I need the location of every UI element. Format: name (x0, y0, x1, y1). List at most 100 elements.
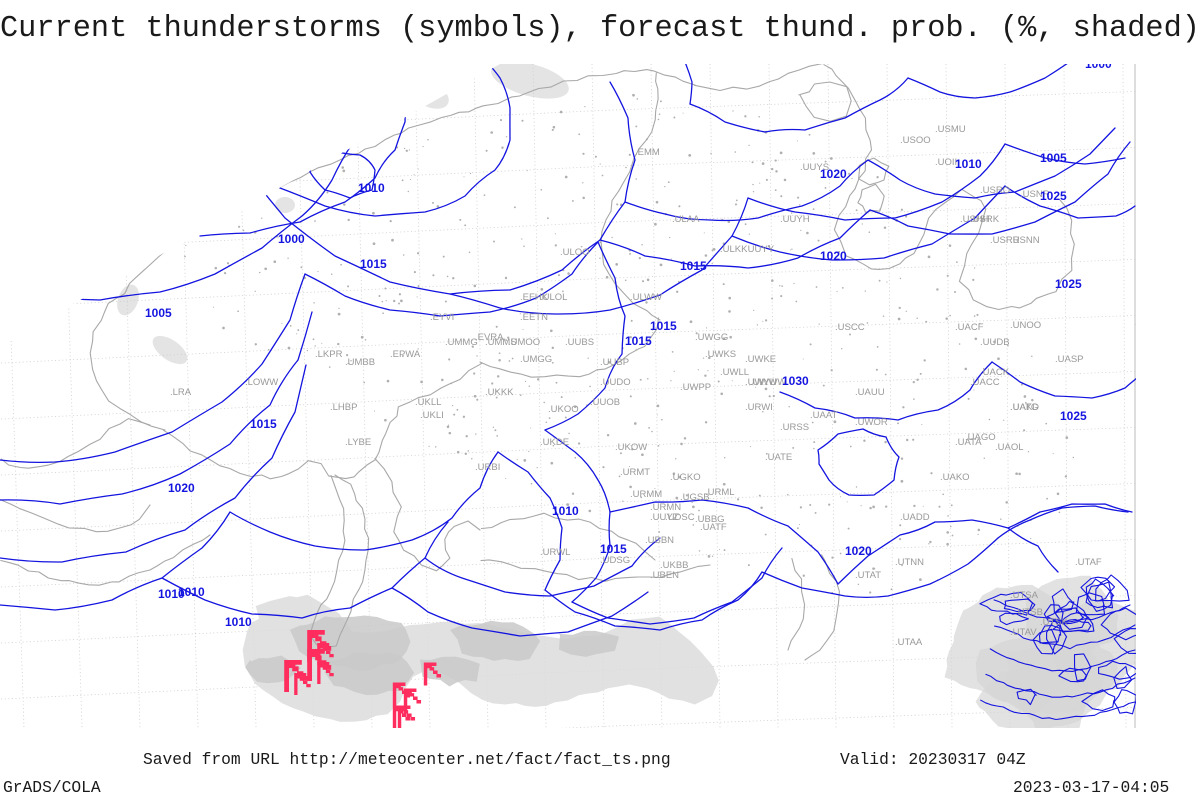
svg-text:.UWPP: .UWPP (680, 382, 711, 393)
svg-text:.UTAT: .UTAT (855, 570, 881, 581)
svg-text:.URWI: .URWI (745, 402, 773, 413)
svg-text:.URMT: .URMT (620, 467, 650, 478)
svg-text:.UUYH: .UUYH (780, 214, 810, 225)
svg-text:.UTNN: .UTNN (895, 557, 924, 568)
svg-text:.URWL: .URWL (540, 547, 570, 558)
svg-text:.UUBP: .UUBP (600, 357, 629, 368)
svg-text:.UMGG: .UMGG (520, 354, 552, 365)
svg-text:.ULWW: .ULWW (630, 292, 662, 303)
svg-text:.URMM: .URMM (630, 489, 662, 500)
svg-text:1010: 1010 (552, 504, 579, 518)
svg-text:1010: 1010 (225, 615, 252, 629)
svg-text:.UWKS: .UWKS (705, 349, 736, 360)
svg-text:.UUBS: .UUBS (565, 337, 594, 348)
svg-text:.EPWA: .EPWA (390, 349, 421, 360)
svg-text:.UWGG: .UWGG (695, 332, 728, 343)
svg-text:.URBI: .URBI (475, 462, 500, 473)
svg-text:1020: 1020 (845, 544, 872, 558)
svg-text:1020: 1020 (820, 167, 847, 181)
svg-text:1015: 1015 (650, 319, 677, 333)
svg-text:.UADD: .UADD (900, 512, 930, 523)
svg-text:.UTAA: .UTAA (895, 637, 923, 648)
svg-text:.LRA: .LRA (170, 387, 192, 398)
svg-text:.UKLL: .UKLL (415, 397, 441, 408)
svg-text:.UAOL: .UAOL (995, 442, 1024, 453)
svg-text:1015: 1015 (680, 259, 707, 273)
svg-text:.UOII: .UOII (935, 157, 957, 168)
svg-text:.USOO: .USOO (900, 135, 931, 146)
svg-text:.UMMG: .UMMG (445, 337, 478, 348)
svg-text:.USHH: .USHH (960, 214, 990, 225)
svg-text:.UATG: .UATG (1010, 402, 1038, 413)
svg-text:.UAAT: .UAAT (810, 410, 837, 421)
svg-text:.UACK: .UACK (980, 367, 1010, 378)
svg-text:.UTSK: .UTSK (1040, 617, 1069, 628)
svg-text:.UUYZ: .UUYZ (650, 512, 679, 523)
svg-text:.UACC: .UACC (970, 377, 1000, 388)
svg-text:.UWWW: .UWWW (750, 377, 786, 388)
svg-text:.ULOO: .ULOO (560, 247, 590, 258)
svg-text:.UATE: .UATE (765, 452, 792, 463)
svg-text:.ULOL: .ULOL (540, 292, 567, 303)
svg-text:.UTAF: .UTAF (1075, 557, 1102, 568)
svg-text:1010: 1010 (178, 585, 205, 599)
svg-text:1030: 1030 (782, 374, 809, 388)
svg-text:.ULKK: .ULKK (720, 244, 748, 255)
svg-text:.UDSG: .UDSG (600, 555, 630, 566)
svg-text:.USNN: .USNN (1010, 235, 1040, 246)
svg-text:.EMM: .EMM (635, 147, 660, 158)
svg-text:.UKDE: .UKDE (540, 437, 569, 448)
svg-text:.UAKO: .UAKO (940, 472, 970, 483)
svg-text:.UBEN: .UBEN (650, 570, 679, 581)
svg-text:.UUYY: .UUYY (745, 244, 775, 255)
svg-text:1010: 1010 (358, 181, 385, 195)
svg-text:.LYBE: .LYBE (345, 437, 371, 448)
svg-text:.UKKK: .UKKK (485, 387, 514, 398)
svg-text:.USRO: .USRO (980, 185, 1010, 196)
svg-text:.UMOO: .UMOO (508, 337, 540, 348)
svg-text:1020: 1020 (820, 249, 847, 263)
svg-text:.UTAV: .UTAV (1010, 627, 1037, 638)
svg-text:1025: 1025 (1040, 189, 1067, 203)
svg-text:1025: 1025 (1055, 277, 1082, 291)
svg-text:.UKOO: .UKOO (548, 404, 579, 415)
svg-text:.UBBN: .UBBN (645, 535, 674, 546)
svg-text:1015: 1015 (600, 542, 627, 556)
svg-text:1005: 1005 (1040, 151, 1067, 165)
svg-text:.UWKE: .UWKE (745, 354, 776, 365)
svg-text:.LOWW: .LOWW (245, 377, 278, 388)
svg-text:.LHBP: .LHBP (330, 402, 357, 413)
svg-text:.USCC: .USCC (835, 322, 865, 333)
svg-text:.USMU: .USMU (935, 124, 966, 135)
svg-text:.UNOO: .UNOO (1010, 320, 1041, 331)
svg-text:.UUOB: .UUOB (590, 397, 620, 408)
svg-text:1015: 1015 (250, 417, 277, 431)
svg-text:.EYVI: .EYVI (430, 312, 454, 323)
svg-text:.UACF: .UACF (955, 322, 984, 333)
svg-text:.URSS: .URSS (780, 422, 809, 433)
svg-text:.UATF: .UATF (700, 522, 727, 533)
svg-text:.UKLI: .UKLI (420, 410, 444, 421)
svg-text:.UTSA: .UTSA (1010, 590, 1039, 601)
svg-text:.UKOW: .UKOW (615, 442, 647, 453)
svg-text:.UAUU: .UAUU (855, 387, 885, 398)
svg-text:1015: 1015 (360, 257, 387, 271)
svg-text:.UGSB: .UGSB (680, 492, 710, 503)
svg-text:1025: 1025 (1060, 409, 1087, 423)
svg-text:.LKPR: .LKPR (315, 349, 343, 360)
svg-text:.UTSB: .UTSB (1015, 607, 1043, 618)
svg-text:.UUDO: .UUDO (600, 377, 631, 388)
svg-text:.UWOR: .UWOR (855, 417, 888, 428)
svg-text:.EETN: .EETN (520, 312, 548, 323)
svg-text:.ULAA: .ULAA (672, 214, 700, 225)
svg-text:.UAGO: .UAGO (965, 432, 996, 443)
svg-text:1015: 1015 (625, 334, 652, 348)
svg-text:.UMBB: .UMBB (345, 357, 375, 368)
svg-text:1005: 1005 (145, 306, 172, 320)
svg-text:.UUDB: .UUDB (980, 337, 1010, 348)
svg-text:1020: 1020 (168, 481, 195, 495)
svg-text:1000: 1000 (278, 232, 305, 246)
svg-text:.UGKO: .UGKO (670, 472, 701, 483)
svg-text:.UASP: .UASP (1055, 354, 1084, 365)
svg-text:1010: 1010 (955, 157, 982, 171)
